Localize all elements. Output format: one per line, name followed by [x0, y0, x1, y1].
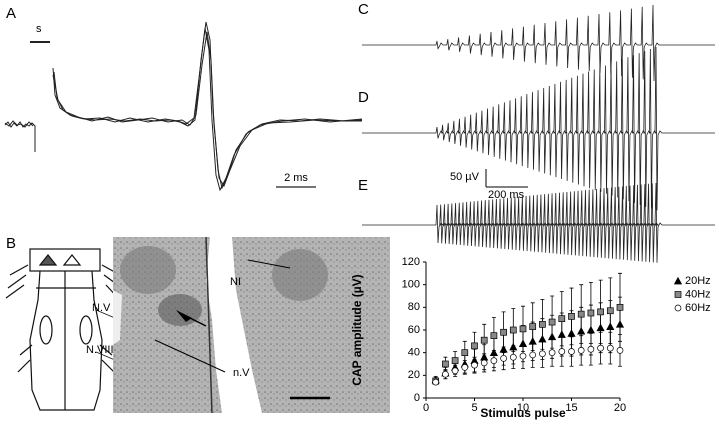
point [548, 349, 556, 357]
x-tick-label: 0 [423, 402, 429, 414]
y-tick-label: 0 [414, 392, 420, 404]
point [529, 323, 537, 330]
annotation: N.VIII [86, 344, 114, 356]
point [509, 353, 517, 361]
point [616, 347, 624, 354]
x-tick-label: 10 [517, 402, 529, 414]
point [519, 325, 527, 333]
panel-label: D [358, 89, 369, 106]
point [471, 361, 478, 369]
scale-label: 200 ms [488, 189, 525, 201]
point [674, 304, 682, 312]
panel-label: C [358, 1, 369, 18]
x-axis-label: Stimulus pulse [480, 406, 566, 420]
point [519, 352, 527, 360]
point [587, 345, 595, 353]
y-tick-label: 80 [408, 301, 420, 313]
panel-label: A [6, 5, 16, 22]
point [490, 357, 498, 364]
point [539, 320, 546, 328]
x-tick-label: 20 [614, 402, 626, 414]
point [673, 276, 683, 285]
point [509, 326, 517, 334]
point [451, 367, 459, 375]
annotation: NI [230, 276, 241, 288]
point [577, 347, 585, 354]
point [577, 310, 585, 318]
y-tick-label: 120 [402, 256, 420, 268]
point [597, 344, 604, 352]
point [432, 378, 440, 386]
legend-label: 60Hz [685, 302, 711, 314]
point [558, 315, 566, 323]
schematic [5, 248, 123, 411]
y-tick-label: 60 [408, 324, 420, 336]
point [451, 357, 459, 364]
point [442, 370, 449, 378]
trace [362, 4, 715, 82]
scale-label: s [36, 23, 42, 35]
y-tick-label: 20 [408, 369, 420, 381]
point [461, 364, 469, 371]
panel-label: E [358, 177, 368, 194]
point [548, 318, 556, 326]
histology-image [113, 236, 390, 414]
point [490, 332, 498, 340]
x-tick-label: 15 [565, 402, 577, 414]
trace [362, 46, 715, 211]
scale-bar [485, 169, 528, 188]
point [461, 349, 469, 357]
point [587, 309, 595, 317]
scale-label: 50 µV [450, 171, 480, 183]
point [539, 350, 546, 358]
evoked-traces [362, 4, 715, 263]
x-tick-label: 5 [471, 402, 477, 414]
point [500, 354, 507, 362]
point [442, 360, 449, 368]
legend-label: 20Hz [685, 275, 711, 287]
point [471, 342, 478, 350]
annotation: n.V [233, 367, 250, 379]
y-tick-label: 100 [402, 279, 420, 291]
point [597, 308, 604, 316]
point [480, 336, 488, 344]
trace-a [4, 21, 363, 192]
scale-label: 2 ms [284, 172, 308, 184]
point [616, 303, 624, 311]
point [568, 348, 575, 355]
y-tick-label: 40 [408, 347, 420, 359]
panel-label: B [6, 235, 16, 252]
legend-label: 40Hz [685, 288, 711, 300]
point [500, 328, 507, 336]
point [568, 313, 575, 320]
point [558, 348, 566, 355]
point [674, 291, 682, 298]
y-axis-label: CAP amplitude (µV) [350, 274, 364, 385]
annotation: N.V [92, 302, 111, 314]
point [606, 307, 614, 315]
trace [362, 182, 715, 263]
point [480, 359, 488, 367]
point [529, 351, 537, 359]
point [606, 344, 614, 352]
